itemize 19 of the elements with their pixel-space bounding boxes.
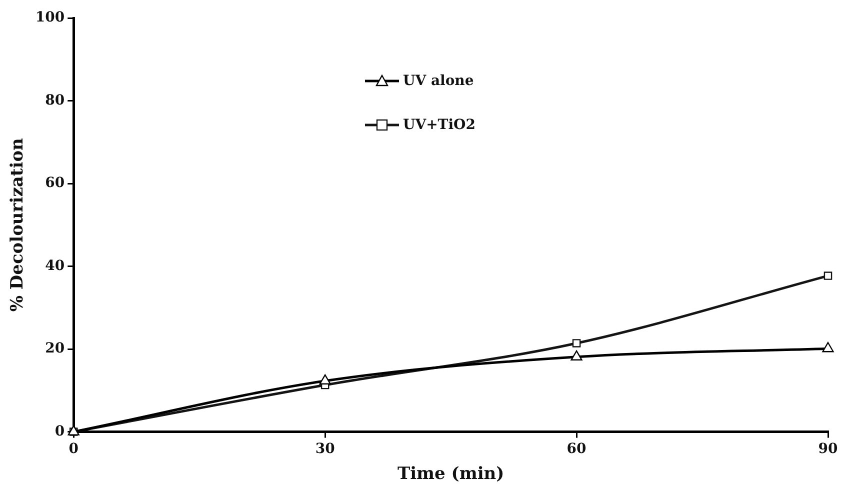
legend-label: UV alone — [403, 73, 474, 89]
point — [319, 374, 331, 385]
y-tick-label: 60 — [45, 175, 65, 192]
x-tick-label: 60 — [566, 440, 587, 457]
y-axis-title: % Decolourization — [8, 138, 28, 312]
point — [572, 339, 581, 348]
point — [822, 342, 834, 352]
x-axis-title: Time (min) — [397, 464, 504, 484]
y-tick-label: 40 — [45, 258, 65, 274]
y-tick-label: 0 — [54, 423, 65, 440]
x-tick-label: 0 — [68, 440, 79, 457]
x-tick-label: 30 — [315, 440, 336, 457]
x-tick-label: 90 — [818, 440, 838, 457]
legend-label: UV+TiO2 — [403, 117, 476, 133]
point — [824, 272, 832, 280]
y-tick-label: 80 — [45, 92, 65, 108]
y-tick-label: 20 — [45, 340, 65, 357]
point — [570, 350, 582, 360]
y-tick-label: 100 — [35, 10, 65, 26]
